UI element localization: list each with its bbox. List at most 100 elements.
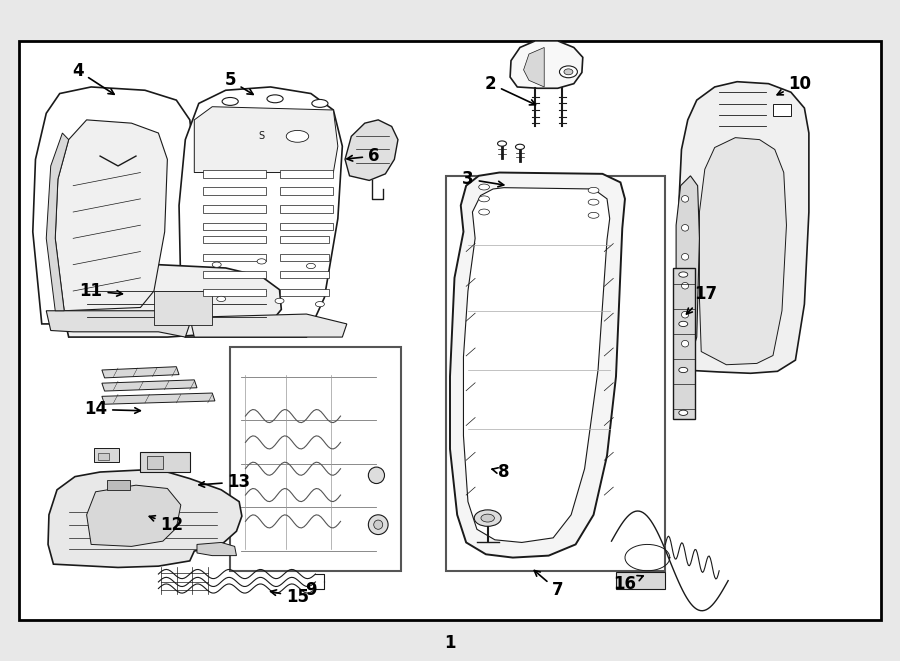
Bar <box>446 176 665 570</box>
Ellipse shape <box>374 520 382 529</box>
Bar <box>230 347 400 570</box>
Ellipse shape <box>481 514 494 522</box>
Ellipse shape <box>212 262 221 267</box>
Ellipse shape <box>589 187 598 193</box>
Ellipse shape <box>681 225 688 231</box>
Bar <box>154 291 212 325</box>
Ellipse shape <box>368 467 384 484</box>
Polygon shape <box>32 87 194 324</box>
Polygon shape <box>46 133 68 311</box>
Ellipse shape <box>681 196 688 202</box>
Ellipse shape <box>589 199 598 205</box>
Text: 6: 6 <box>347 147 380 165</box>
Bar <box>280 188 333 196</box>
Bar <box>280 254 328 260</box>
Polygon shape <box>64 264 282 337</box>
Bar <box>280 289 328 295</box>
Text: 12: 12 <box>149 516 184 533</box>
Text: S: S <box>258 132 265 141</box>
Ellipse shape <box>267 95 284 102</box>
Polygon shape <box>345 120 398 180</box>
Ellipse shape <box>315 301 324 307</box>
Bar <box>203 223 266 231</box>
Ellipse shape <box>474 510 501 526</box>
Ellipse shape <box>516 144 525 149</box>
Polygon shape <box>190 314 346 337</box>
Ellipse shape <box>560 66 578 78</box>
Polygon shape <box>450 173 625 558</box>
Polygon shape <box>48 470 242 567</box>
Text: 16: 16 <box>614 575 644 593</box>
Text: 1: 1 <box>445 634 455 652</box>
Bar <box>280 223 333 231</box>
Text: 15: 15 <box>271 588 309 606</box>
Text: 5: 5 <box>224 71 253 95</box>
Bar <box>203 170 266 178</box>
Ellipse shape <box>217 296 226 301</box>
Bar <box>773 104 791 116</box>
Polygon shape <box>676 176 699 358</box>
Ellipse shape <box>498 141 507 146</box>
Bar <box>280 272 328 278</box>
Polygon shape <box>102 380 197 391</box>
Ellipse shape <box>275 298 284 303</box>
Ellipse shape <box>681 253 688 260</box>
Text: 14: 14 <box>84 401 140 418</box>
Polygon shape <box>464 188 609 543</box>
Ellipse shape <box>679 321 688 327</box>
Text: 8: 8 <box>492 463 509 481</box>
Ellipse shape <box>306 263 315 268</box>
Ellipse shape <box>681 282 688 289</box>
Polygon shape <box>86 485 181 547</box>
Bar <box>280 237 328 243</box>
Bar <box>203 289 266 295</box>
Polygon shape <box>699 137 787 365</box>
Ellipse shape <box>681 340 688 347</box>
Ellipse shape <box>311 99 328 107</box>
Bar <box>203 205 266 213</box>
Text: 2: 2 <box>484 75 536 105</box>
Text: 7: 7 <box>535 570 563 600</box>
Polygon shape <box>524 48 544 87</box>
Bar <box>19 41 881 620</box>
Bar <box>203 272 266 278</box>
Ellipse shape <box>286 130 309 142</box>
Bar <box>203 237 266 243</box>
Polygon shape <box>179 87 342 337</box>
Text: 13: 13 <box>199 473 251 491</box>
Ellipse shape <box>479 196 490 202</box>
Polygon shape <box>679 82 809 373</box>
Text: 3: 3 <box>462 170 504 188</box>
Ellipse shape <box>368 515 388 535</box>
Polygon shape <box>194 106 338 173</box>
Ellipse shape <box>679 272 688 277</box>
Bar <box>147 455 163 469</box>
Bar <box>94 447 119 462</box>
Bar <box>203 188 266 196</box>
Text: 17: 17 <box>687 286 717 314</box>
Polygon shape <box>197 543 237 556</box>
Bar <box>616 572 665 588</box>
Ellipse shape <box>564 69 573 75</box>
Ellipse shape <box>479 209 490 215</box>
Polygon shape <box>102 367 179 378</box>
Text: 10: 10 <box>778 75 812 95</box>
Ellipse shape <box>257 258 266 264</box>
Ellipse shape <box>589 212 598 218</box>
Ellipse shape <box>479 184 490 190</box>
Ellipse shape <box>222 97 239 105</box>
Polygon shape <box>102 393 215 405</box>
Bar <box>203 254 266 260</box>
Polygon shape <box>55 120 167 311</box>
Polygon shape <box>46 311 190 337</box>
Ellipse shape <box>679 368 688 373</box>
Polygon shape <box>510 41 583 89</box>
Bar <box>107 480 130 490</box>
Ellipse shape <box>679 410 688 415</box>
Bar <box>280 170 333 178</box>
Bar <box>140 452 190 472</box>
Bar <box>280 205 333 213</box>
Bar <box>672 268 695 419</box>
Text: 4: 4 <box>72 61 114 95</box>
Text: 9: 9 <box>305 582 317 600</box>
